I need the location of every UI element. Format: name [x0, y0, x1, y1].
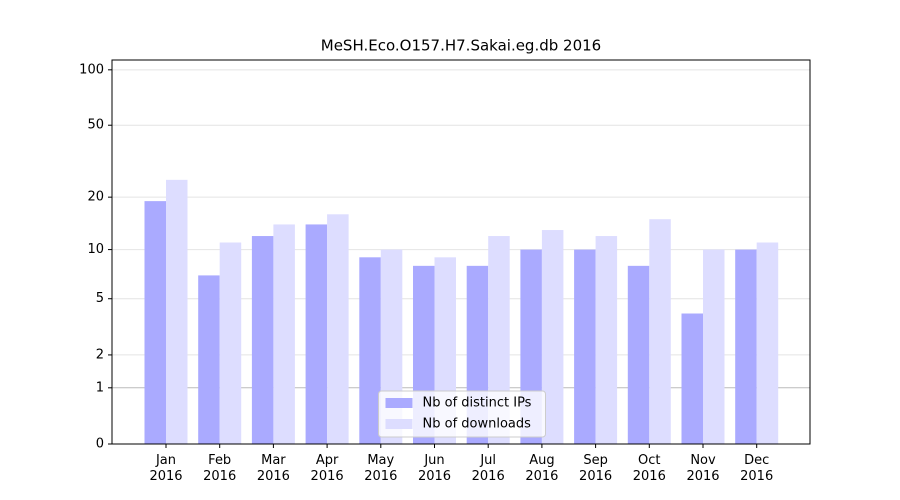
x-tick-label: Oct 2016 — [632, 453, 666, 484]
x-tick-label: Feb 2016 — [203, 453, 237, 484]
bar — [251, 236, 274, 444]
legend-box — [378, 390, 546, 438]
bar — [735, 249, 757, 444]
legend-swatch — [385, 419, 413, 429]
bar — [649, 219, 671, 444]
bar — [756, 242, 779, 444]
bar — [144, 201, 166, 444]
y-tick-label: 1 — [96, 380, 104, 395]
bar — [198, 275, 220, 444]
y-tick-label: 100 — [79, 62, 104, 77]
legend: Nb of distinct IPs Nb of downloads — [378, 390, 546, 438]
legend-label: Nb of distinct IPs — [423, 396, 532, 411]
bar — [327, 214, 349, 444]
x-tick-label: Mar 2016 — [256, 453, 290, 484]
x-tick-label: Dec 2016 — [740, 453, 774, 484]
y-tick-label: 20 — [87, 190, 104, 205]
bar — [273, 224, 295, 444]
y-tick-label: 0 — [96, 437, 104, 452]
plot-frame — [111, 59, 811, 445]
y-tick-label: 50 — [87, 118, 104, 133]
x-tick-label: Nov 2016 — [686, 453, 720, 484]
bar — [627, 265, 650, 444]
x-tick-label: Aug 2016 — [525, 453, 559, 484]
x-tick-label: Jun 2016 — [417, 453, 452, 484]
y-tick-label: 2 — [96, 347, 104, 362]
x-tick-label: May 2016 — [364, 453, 398, 484]
legend-label: Nb of downloads — [423, 417, 532, 432]
bar — [574, 249, 596, 444]
y-tick-label: 5 — [96, 291, 104, 306]
bar — [681, 313, 703, 444]
bar — [541, 230, 564, 444]
bar — [219, 242, 242, 444]
x-tick-label: Sep 2016 — [579, 453, 613, 484]
bar — [305, 224, 328, 444]
bar — [703, 249, 725, 444]
y-tick-label: 10 — [87, 242, 104, 257]
bar — [166, 179, 188, 445]
legend-swatch — [385, 398, 413, 408]
bar — [595, 236, 618, 444]
x-tick-label: Jan 2016 — [149, 453, 183, 484]
x-tick-label: Apr 2016 — [310, 453, 344, 484]
chart-title: MeSH.Eco.O157.H7.Sakai.eg.db 2016 — [321, 37, 601, 55]
bar — [359, 257, 381, 444]
x-tick-label: Jul 2016 — [471, 453, 505, 484]
